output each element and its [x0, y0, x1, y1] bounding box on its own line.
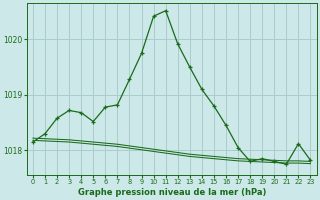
X-axis label: Graphe pression niveau de la mer (hPa): Graphe pression niveau de la mer (hPa) [77, 188, 266, 197]
